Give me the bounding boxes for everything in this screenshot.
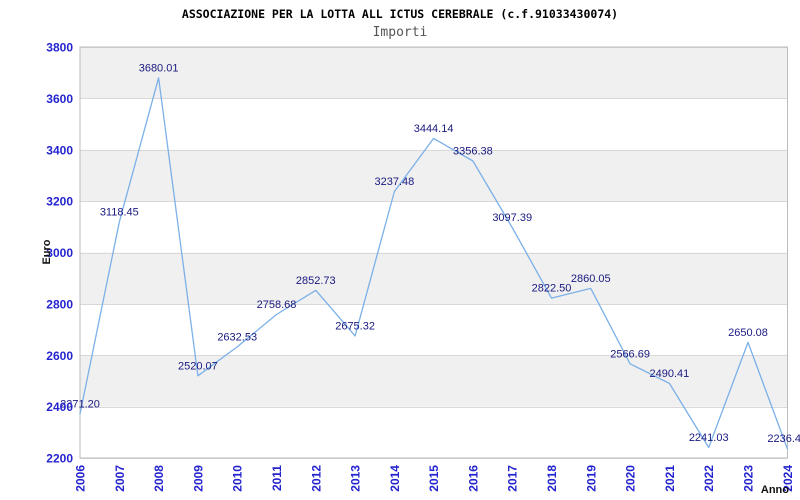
point-label: 2236.41 xyxy=(767,433,800,445)
x-tick-label: 2019 xyxy=(584,465,598,492)
x-tick-label: 2011 xyxy=(270,465,284,491)
point-label: 3237.48 xyxy=(375,176,415,188)
x-tick-label: 2007 xyxy=(113,465,127,492)
band xyxy=(80,355,788,407)
point-label: 2650.08 xyxy=(728,327,768,339)
x-tick-label: 2016 xyxy=(466,465,480,492)
point-label: 3118.45 xyxy=(100,207,139,219)
x-tick-label: 2022 xyxy=(702,465,716,492)
x-tick-label: 2023 xyxy=(742,465,756,492)
x-tick-label: 2020 xyxy=(624,465,638,492)
y-tick-label: 3400 xyxy=(46,143,73,157)
y-tick-label: 3000 xyxy=(46,246,73,260)
chart-subtitle: Importi xyxy=(372,25,428,40)
band xyxy=(80,47,788,99)
y-axis-title: Euro xyxy=(41,239,53,264)
point-label: 2822.50 xyxy=(532,283,572,295)
point-label: 2520.07 xyxy=(178,360,218,372)
point-label: 2852.73 xyxy=(296,275,336,287)
point-label: 3356.38 xyxy=(453,146,493,158)
point-label: 2566.69 xyxy=(610,348,650,360)
x-tick-label: 2006 xyxy=(74,465,88,492)
y-tick-label: 3200 xyxy=(46,195,73,209)
chart-title: ASSOCIAZIONE PER LA LOTTA ALL ICTUS CERE… xyxy=(181,7,619,21)
point-label: 2241.03 xyxy=(689,432,729,444)
band xyxy=(80,149,788,202)
point-label: 2758.68 xyxy=(257,299,297,311)
y-tick-label: 2400 xyxy=(46,400,73,414)
x-axis-title: Anno xyxy=(761,484,789,496)
x-tick-label: 2017 xyxy=(506,465,520,492)
y-tick-label: 3800 xyxy=(46,41,73,55)
x-tick-labels: 2006 2007 2008 2009 2010 2011 2012 2013 2014 2015… xyxy=(74,465,795,492)
x-tick-label: 2018 xyxy=(545,465,559,492)
point-labels: 2371.20 3118.45 3680.01 2520.07 2632.53 2758.… xyxy=(60,62,800,445)
point-label: 2675.32 xyxy=(335,320,375,332)
y-tick-label: 2600 xyxy=(46,349,73,363)
x-tick-label: 2012 xyxy=(309,465,323,492)
y-tick-label: 2200 xyxy=(46,452,73,466)
x-tick-label: 2021 xyxy=(663,465,677,492)
point-label: 2632.53 xyxy=(217,331,257,343)
x-tick-label: 2009 xyxy=(191,465,205,492)
band xyxy=(80,252,788,304)
x-tick-label: 2015 xyxy=(427,465,441,492)
point-label: 3097.39 xyxy=(492,212,532,224)
y-tick-label: 3600 xyxy=(46,92,73,106)
x-tick-label: 2008 xyxy=(152,465,166,492)
x-tick-label: 2014 xyxy=(388,465,402,492)
point-label: 2860.05 xyxy=(571,273,611,285)
plot-frame xyxy=(79,46,788,459)
y-tick-label: 2800 xyxy=(46,297,73,311)
point-label: 2490.41 xyxy=(650,368,690,380)
background-bands xyxy=(80,47,788,407)
point-label: 3444.14 xyxy=(414,123,454,135)
point-label: 3680.01 xyxy=(139,62,179,74)
x-tick-label: 2024 xyxy=(781,465,795,492)
point-label: 2371.20 xyxy=(60,399,100,411)
x-tick-label: 2013 xyxy=(349,465,363,492)
x-tick-label: 2010 xyxy=(231,465,245,492)
y-tick-labels: 2200 2400 2600 2800 3000 3200 3400 3600 3800 xyxy=(46,41,73,466)
series-line-importi xyxy=(79,77,788,450)
